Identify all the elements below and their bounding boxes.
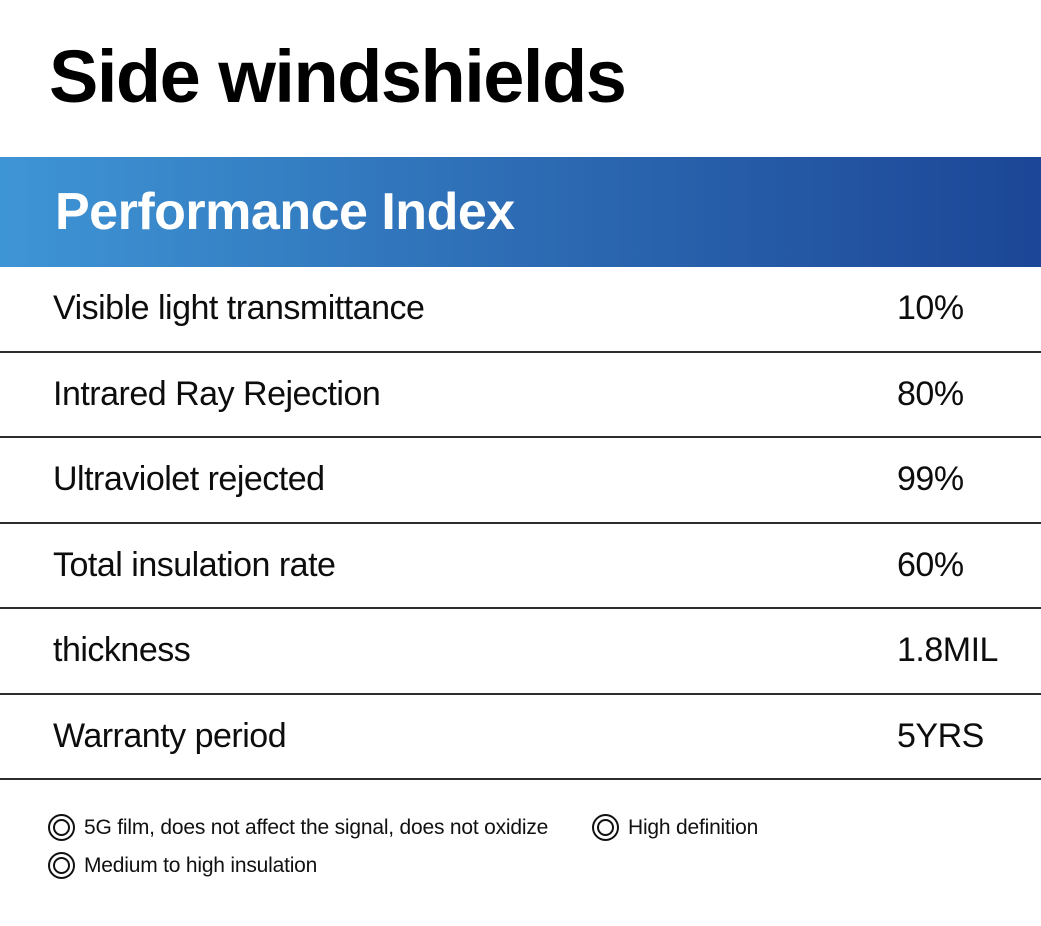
spec-value: 5YRS xyxy=(897,716,984,755)
spec-value: 60% xyxy=(897,545,964,584)
feature-label: 5G film, does not affect the signal, doe… xyxy=(84,815,549,839)
double-circle-icon xyxy=(48,814,75,841)
spec-table: Visible light transmittance 10% Intrared… xyxy=(0,267,1041,780)
feature-label: High definition xyxy=(628,815,759,839)
spec-label: Warranty period xyxy=(53,716,287,755)
table-row: Intrared Ray Rejection 80% xyxy=(0,353,1041,438)
feature-item: High definition xyxy=(592,814,758,841)
table-row: thickness 1.8MIL xyxy=(0,609,1041,695)
spec-label: thickness xyxy=(53,631,191,670)
spec-value: 99% xyxy=(897,460,964,499)
page-title: Side windshields xyxy=(49,35,627,118)
table-row: Total insulation rate 60% xyxy=(0,524,1041,609)
spec-value: 80% xyxy=(897,374,964,413)
spec-label: Intrared Ray Rejection xyxy=(53,374,381,413)
spec-label: Total insulation rate xyxy=(53,545,336,584)
table-row: Ultraviolet rejected 99% xyxy=(0,438,1041,524)
spec-value: 10% xyxy=(897,289,964,328)
feature-item: Medium to high insulation xyxy=(48,852,317,879)
spec-label: Ultraviolet rejected xyxy=(53,460,325,499)
table-row: Warranty period 5YRS xyxy=(0,695,1041,780)
spec-label: Visible light transmittance xyxy=(53,289,425,328)
double-circle-icon xyxy=(592,814,619,841)
feature-label: Medium to high insulation xyxy=(84,853,318,877)
double-circle-icon xyxy=(48,852,75,879)
performance-index-banner: Performance Index xyxy=(0,157,1041,267)
banner-title: Performance Index xyxy=(55,183,515,241)
feature-item: 5G film, does not affect the signal, doe… xyxy=(48,814,548,841)
table-row: Visible light transmittance 10% xyxy=(0,267,1041,353)
spec-value: 1.8MIL xyxy=(897,631,998,670)
